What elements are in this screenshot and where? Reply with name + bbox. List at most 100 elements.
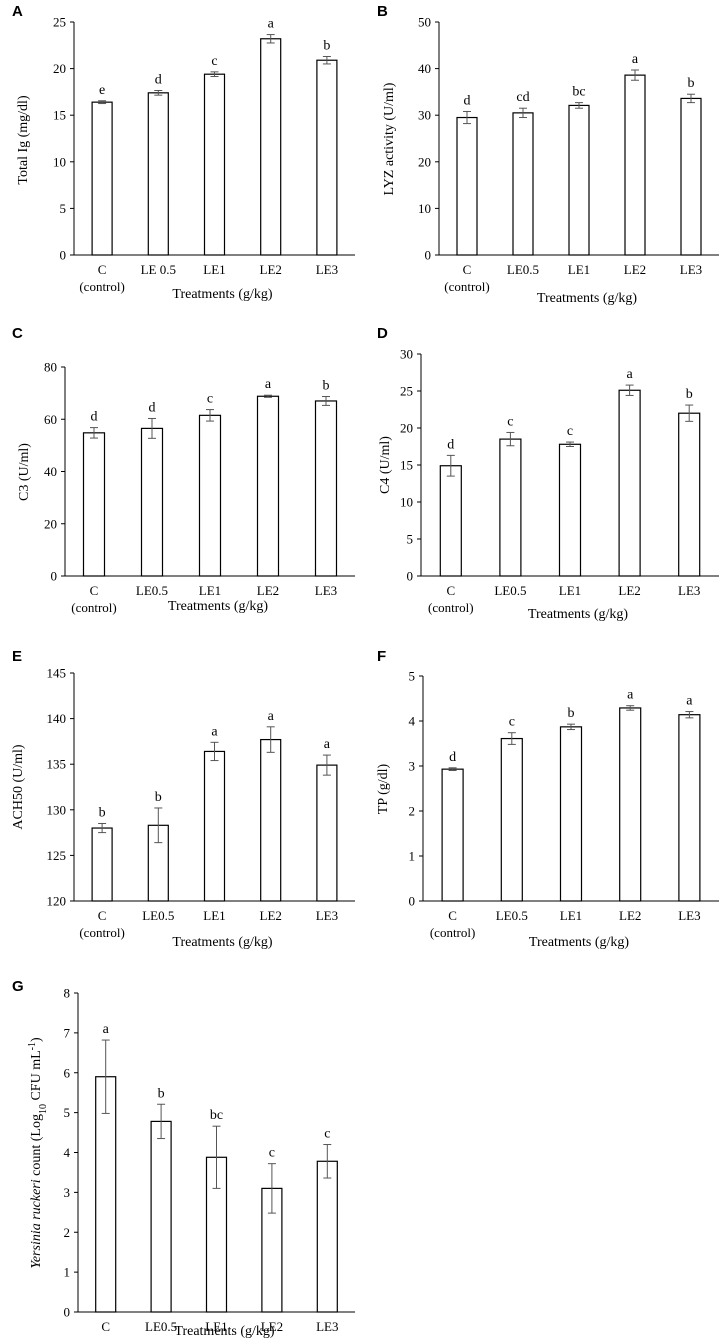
significance-letter: cd bbox=[516, 90, 529, 105]
x-axis-title: Treatments (g/kg) bbox=[172, 287, 273, 302]
x-tick-label: LE2 bbox=[260, 908, 282, 923]
y-tick-label: 8 bbox=[64, 986, 71, 1001]
bar bbox=[439, 465, 462, 577]
significance-letter: a bbox=[268, 709, 275, 724]
chart-a: 0 5 10 15 20 25 e C (control) d LE 0.5 c LE1 a LE2 b LE3… bbox=[16, 15, 355, 302]
significance-letter: a bbox=[627, 688, 634, 703]
bar bbox=[500, 737, 523, 902]
significance-letter: b bbox=[568, 706, 575, 721]
y-axis-title: Yersinia ruckeri count (Log10 CFU mL-1) bbox=[27, 1037, 49, 1269]
y-tick-label: 15 bbox=[53, 108, 66, 123]
y-tick-label: 80 bbox=[44, 360, 57, 375]
x-axis-title: Treatments (g/kg) bbox=[172, 935, 273, 950]
chart-e: 120 125 130 135 140 145 b C (control) b LE0.5 a LE1 a… bbox=[11, 666, 355, 950]
panel-letter-a: A bbox=[12, 3, 23, 20]
y-tick-label: 0 bbox=[407, 569, 414, 584]
y-tick-label: 20 bbox=[53, 61, 66, 76]
bar bbox=[678, 412, 701, 577]
significance-letter: a bbox=[268, 17, 275, 32]
significance-letter: b bbox=[99, 805, 106, 820]
y-tick-label: 2 bbox=[64, 1225, 71, 1240]
significance-letter: a bbox=[632, 52, 639, 67]
x-tick-label: (control) bbox=[79, 925, 124, 940]
y-tick-label: 4 bbox=[64, 1145, 71, 1160]
bar bbox=[618, 389, 641, 577]
bar bbox=[82, 432, 106, 577]
y-tick-label: 25 bbox=[400, 384, 413, 399]
significance-letter: b bbox=[323, 379, 330, 394]
y-tick-label: 1 bbox=[64, 1265, 71, 1280]
x-tick-label: LE2 bbox=[260, 262, 282, 277]
y-tick-label: 20 bbox=[44, 516, 57, 531]
bar bbox=[150, 1120, 172, 1313]
bar bbox=[198, 414, 222, 577]
y-tick-label: 40 bbox=[44, 464, 57, 479]
significance-letter: b bbox=[323, 38, 330, 53]
bar bbox=[678, 714, 701, 902]
y-tick-label: 30 bbox=[418, 108, 431, 123]
y-axis-title-part: ) bbox=[29, 1037, 44, 1042]
chart-d: 0 5 10 15 20 25 30 d C (control) c LE0.5 c LE1 a LE2 b LE… bbox=[378, 347, 719, 622]
significance-letter: b bbox=[155, 790, 162, 805]
panel-e: E 120 125 130 135 140 145 b C (control) b LE0.5 a LE… bbox=[0, 644, 363, 966]
y-tick-label: 25 bbox=[53, 15, 66, 30]
y-tick-label: 30 bbox=[400, 347, 413, 362]
bar bbox=[499, 438, 522, 577]
y-axis-title-part: -1 bbox=[27, 1042, 38, 1050]
significance-letter: a bbox=[103, 1022, 110, 1037]
y-tick-label: 0 bbox=[60, 248, 67, 263]
x-tick-label: LE3 bbox=[678, 908, 700, 923]
x-tick-label: LE3 bbox=[678, 583, 700, 598]
panel-g: G 012345678aC(control)bLE0.5bcLE1cLE2cLE… bbox=[0, 966, 363, 1344]
y-axis-title: ACH50 (U/ml) bbox=[11, 744, 26, 830]
bar bbox=[316, 59, 338, 256]
significance-letter: a bbox=[211, 724, 218, 739]
x-tick-label: LE1 bbox=[559, 583, 581, 598]
bar bbox=[558, 443, 582, 577]
significance-letter: d bbox=[149, 400, 156, 415]
bar bbox=[680, 97, 702, 256]
x-axis-title: Treatments (g/kg) bbox=[168, 599, 269, 614]
panel-d: D 0 5 10 15 20 25 30 d C (control) c LE0.5 c LE1 a LE2 b… bbox=[363, 322, 726, 642]
y-axis-title-part: Yersinia ruckeri bbox=[29, 1179, 44, 1268]
y-axis-title: C3 (U/ml) bbox=[17, 443, 32, 501]
panel-letter-b: B bbox=[377, 3, 388, 20]
y-tick-label: 3 bbox=[409, 759, 416, 774]
y-tick-label: 125 bbox=[47, 848, 67, 863]
significance-letter: c bbox=[269, 1146, 275, 1161]
x-tick-label: LE0.5 bbox=[136, 583, 168, 598]
significance-letter: a bbox=[626, 367, 633, 382]
y-tick-label: 140 bbox=[47, 711, 67, 726]
bar bbox=[314, 400, 338, 577]
x-tick-label: (control) bbox=[444, 279, 489, 294]
significance-letter: e bbox=[99, 83, 105, 98]
y-tick-label: 0 bbox=[425, 248, 432, 263]
significance-letter: b bbox=[688, 76, 695, 91]
x-tick-label: LE3 bbox=[316, 908, 338, 923]
y-axis-title: LYZ activity (U/ml) bbox=[382, 82, 397, 195]
chart-g: 012345678aC(control)bLE0.5bcLE1cLE2cLE3T… bbox=[27, 986, 355, 1344]
bar bbox=[559, 726, 583, 902]
x-tick-label: LE3 bbox=[316, 1319, 338, 1334]
y-tick-label: 0 bbox=[409, 894, 416, 909]
y-tick-label: 2 bbox=[409, 804, 416, 819]
y-tick-label: 20 bbox=[400, 421, 413, 436]
y-tick-label: 6 bbox=[64, 1065, 71, 1080]
panel-letter-c: C bbox=[12, 325, 23, 342]
significance-letter: d bbox=[155, 73, 162, 88]
y-tick-label: 15 bbox=[400, 458, 413, 473]
bar bbox=[256, 395, 280, 577]
y-axis-title: TP (g/dl) bbox=[376, 763, 391, 814]
y-tick-label: 10 bbox=[400, 495, 413, 510]
x-tick-label: LE3 bbox=[680, 262, 702, 277]
chart-f: 0 1 2 3 4 5 d C (control) c LE0.5 b LE1 a LE2 a LE3 Treat… bbox=[376, 669, 719, 950]
y-tick-label: 4 bbox=[409, 714, 416, 729]
y-tick-label: 60 bbox=[44, 412, 57, 427]
bar bbox=[624, 74, 646, 256]
x-tick-label: LE2 bbox=[618, 583, 640, 598]
significance-letter: a bbox=[265, 377, 272, 392]
y-tick-label: 5 bbox=[60, 201, 67, 216]
panel-letter-d: D bbox=[377, 325, 388, 342]
y-tick-label: 145 bbox=[47, 666, 67, 681]
x-tick-label: LE0.5 bbox=[142, 908, 174, 923]
